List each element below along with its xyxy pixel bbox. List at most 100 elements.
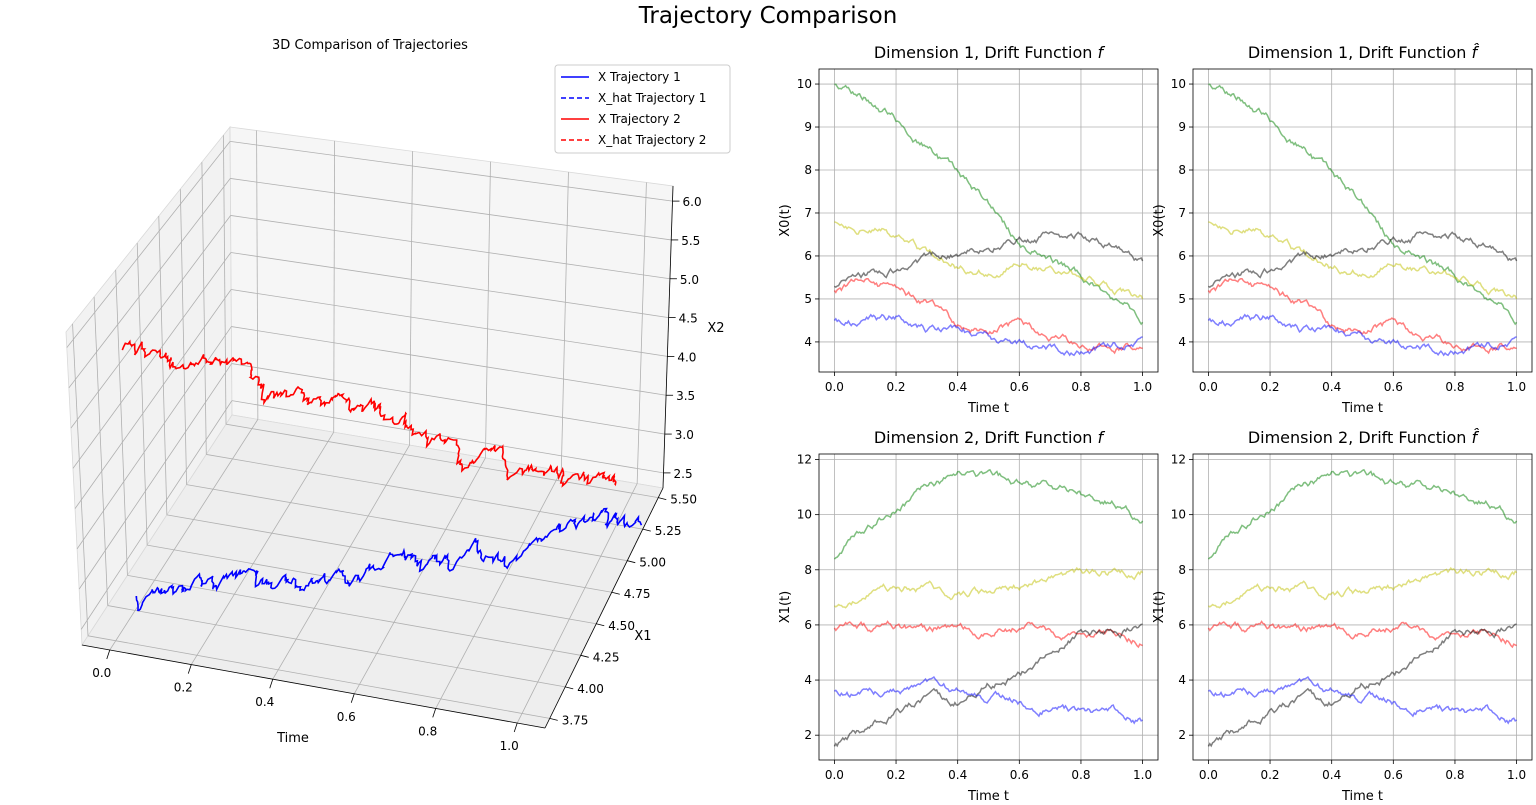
- grid-floor-time: [109, 419, 259, 651]
- y-axis-label: X1(t): [1152, 591, 1167, 623]
- plot-frame: [1192, 68, 1533, 373]
- x-tick-label: 0.2: [886, 768, 905, 782]
- x2-tick-label: 3.0: [675, 428, 694, 442]
- time-tick-mark: [432, 708, 437, 718]
- grid-back-time: [333, 140, 335, 433]
- series-line-green: [833, 468, 1144, 560]
- grid-left-x2: [80, 400, 233, 630]
- figure-title: Trajectory Comparison: [638, 3, 898, 29]
- time-tick-mark: [106, 649, 111, 660]
- time-tick-mark: [187, 664, 192, 674]
- chart-title: Dimension 1, Drift Function f: [874, 43, 1106, 62]
- y-tick-label: 4: [804, 673, 812, 687]
- y-axis-label: X0(t): [1152, 204, 1167, 236]
- grid-floor-x1: [107, 605, 566, 688]
- x-tick-label: 0.8: [1445, 380, 1464, 394]
- grid-floor-time: [190, 432, 335, 665]
- x-axis-label: Time t: [967, 401, 1009, 416]
- x1-tick-label: 4.75: [624, 587, 651, 601]
- series-line-red: [833, 620, 1143, 649]
- y-tick-label: 7: [804, 206, 812, 220]
- grid-back-x2: [230, 252, 669, 318]
- x1-tick-mark: [596, 623, 605, 627]
- chart-title: Dimension 1, Drift Function f̂: [1248, 43, 1480, 62]
- x1-tick-mark: [658, 497, 667, 500]
- x-tick-label: 0.6: [1010, 768, 1029, 782]
- grid-back-x2: [231, 400, 664, 474]
- x-tick-label: 0.8: [1071, 768, 1090, 782]
- chart-title-text: Dimension 1, Drift Function: [1248, 43, 1472, 62]
- y-tick-label: 12: [797, 453, 812, 467]
- grid-left-x1: [223, 135, 227, 425]
- chart-dimension-2-f: 0.0 0.2 0.4 0.6 0.8 1.0 2 4 6 8 10 12 Time t X1(t) Dim…: [778, 428, 1159, 804]
- plot-frame: [818, 68, 1159, 373]
- series-line-black: [1208, 231, 1518, 289]
- grid-floor-x1: [147, 544, 597, 625]
- y-tick-label: 8: [804, 563, 812, 577]
- x-axis-label: Time t: [1341, 789, 1383, 804]
- y-tick-label: 12: [1171, 453, 1186, 467]
- x-tick-label: 0.0: [825, 380, 844, 394]
- x-tick-label: 1.0: [1133, 380, 1152, 394]
- axis-label-time: Time: [276, 731, 309, 746]
- x2-tick-label: 4.5: [679, 312, 698, 326]
- series-line-green: [1207, 468, 1518, 560]
- time-tick-mark: [269, 679, 274, 689]
- y-tick-label: 2: [1178, 728, 1186, 742]
- grid-floor-x1: [127, 574, 581, 656]
- grid-back-time: [485, 161, 491, 458]
- grid-back-time: [636, 182, 647, 484]
- chart-title-symbol: f̂: [1472, 43, 1480, 62]
- axis-x2: [662, 185, 674, 489]
- grid-floor-x1: [225, 423, 659, 498]
- x1-tick-label: 5.25: [655, 524, 682, 538]
- x-tick-label: 0.0: [1199, 380, 1218, 394]
- y-tick-label: 2: [804, 728, 812, 742]
- chart-dimension-2-fhat: 0.0 0.2 0.4 0.6 0.8 1.0 2 4 6 8 10 12 Time t X1(t) Dim…: [1152, 428, 1533, 804]
- grid-back-time: [560, 172, 569, 471]
- chart-dimension-1-f: 0.0 0.2 0.4 0.6 0.8 1.0 4 5 6 7 8 9 10 Time t X0(t) Dim…: [778, 43, 1159, 416]
- x1-tick-mark: [627, 560, 636, 564]
- grid-left-x2: [68, 178, 231, 389]
- y-tick-label: 6: [804, 249, 812, 263]
- grid-back-x2: [231, 363, 665, 435]
- y-tick-label: 5: [804, 292, 812, 306]
- axis-label-x2: X2: [707, 321, 724, 336]
- trajectory-line-1: [135, 507, 643, 612]
- grid-back-x2: [231, 326, 667, 396]
- grid-back-x2: [230, 178, 672, 241]
- chart-dimension-1-fhat: 0.0 0.2 0.4 0.6 0.8 1.0 4 5 6 7 8 9 10 Time t X0(t) Dim…: [1152, 43, 1533, 416]
- series-line-green: [1208, 83, 1518, 326]
- x-tick-label: 0.8: [1071, 380, 1090, 394]
- grid-back-time: [256, 130, 259, 420]
- legend-label: X_hat Trajectory 2: [598, 133, 706, 147]
- x2-tick-label: 4.0: [677, 350, 696, 364]
- chart-title-symbol: f̂: [1472, 428, 1480, 447]
- x1-tick-mark: [642, 528, 651, 532]
- time-tick-label: 0.6: [337, 710, 356, 724]
- y-tick-label: 9: [1178, 120, 1186, 134]
- plot-frame: [818, 453, 1159, 761]
- grid-back-x2: [231, 289, 668, 357]
- x1-tick-label: 3.75: [562, 713, 589, 727]
- series-line-black: [1207, 623, 1517, 748]
- series-line-blue: [1207, 313, 1517, 357]
- y-axis-label: X1(t): [778, 591, 793, 623]
- x-tick-label: 0.4: [948, 768, 967, 782]
- y-tick-label: 10: [797, 508, 812, 522]
- y-tick-label: 6: [1178, 249, 1186, 263]
- time-tick-label: 0.8: [418, 724, 437, 738]
- axis-x1: [544, 487, 664, 729]
- x-tick-label: 0.2: [1260, 768, 1279, 782]
- grid-floor-time: [353, 457, 486, 694]
- x-tick-label: 0.2: [886, 380, 905, 394]
- series-line-black: [833, 623, 1143, 748]
- grid-left-x1: [115, 269, 128, 576]
- y-tick-label: 9: [804, 120, 812, 134]
- time-tick-mark: [513, 722, 518, 733]
- x-tick-label: 1.0: [1133, 768, 1152, 782]
- series-line-green: [834, 83, 1144, 326]
- time-tick-label: 0.2: [174, 681, 193, 695]
- chart-title-symbol: f: [1098, 43, 1106, 62]
- series-line-blue: [1208, 676, 1517, 725]
